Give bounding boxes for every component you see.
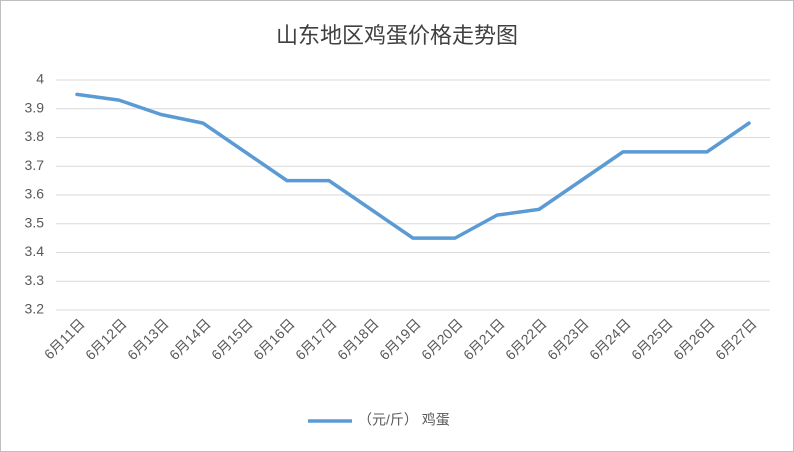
y-tick-label: 3.7 (25, 157, 45, 173)
data-line (75, 92, 751, 240)
chart-title: 山东地区鸡蛋价格走势图 (276, 23, 518, 48)
legend-label: （元/斤） 鸡蛋 (358, 412, 450, 428)
y-tick-label: 3.4 (25, 243, 45, 259)
y-tick-label: 3.9 (25, 99, 45, 115)
y-tick-label: 3.5 (25, 214, 45, 230)
y-tick-label: 3.6 (25, 186, 45, 202)
y-tick-label: 3.2 (25, 301, 45, 317)
y-tick-label: 4 (36, 71, 44, 87)
y-tick-label: 3.8 (25, 128, 45, 144)
y-tick-label: 3.3 (25, 272, 45, 288)
